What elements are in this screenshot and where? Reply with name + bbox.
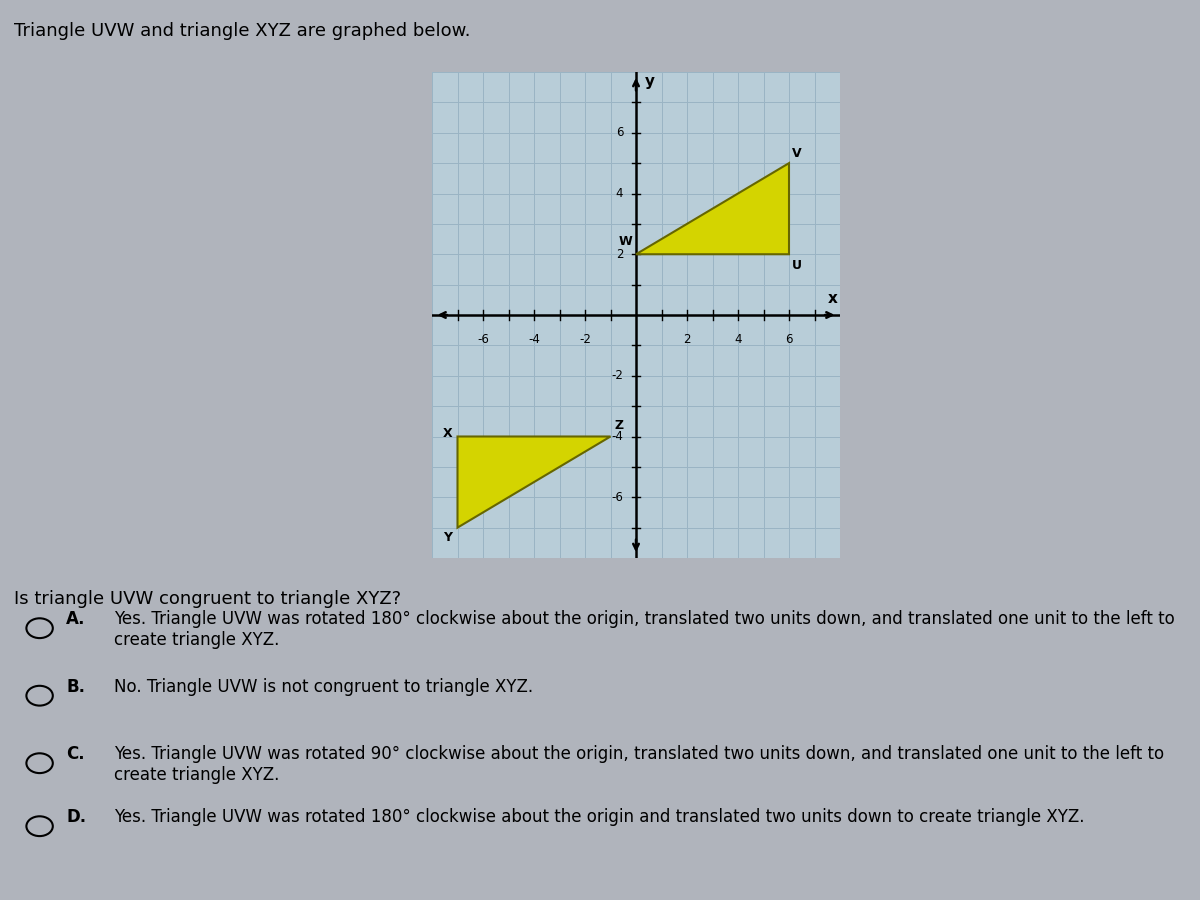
Text: Yes. Triangle UVW was rotated 180° clockwise about the origin and translated two: Yes. Triangle UVW was rotated 180° clock…	[114, 808, 1085, 826]
Text: X: X	[443, 427, 452, 440]
Text: No. Triangle UVW is not congruent to triangle XYZ.: No. Triangle UVW is not congruent to tri…	[114, 678, 533, 696]
Text: -2: -2	[580, 333, 590, 346]
Text: 6: 6	[616, 126, 623, 140]
Text: U: U	[792, 259, 802, 272]
Text: B.: B.	[66, 678, 85, 696]
Text: -4: -4	[528, 333, 540, 346]
Text: 4: 4	[616, 187, 623, 200]
Text: y: y	[646, 74, 655, 88]
Polygon shape	[636, 163, 790, 254]
Text: Z: Z	[614, 418, 624, 432]
Text: Yes. Triangle UVW was rotated 90° clockwise about the origin, translated two uni: Yes. Triangle UVW was rotated 90° clockw…	[114, 745, 1164, 784]
Text: C.: C.	[66, 745, 85, 763]
Text: 4: 4	[734, 333, 742, 346]
Text: V: V	[792, 147, 802, 160]
Text: 2: 2	[683, 333, 691, 346]
Text: A.: A.	[66, 610, 85, 628]
Text: Is triangle UVW congruent to triangle XYZ?: Is triangle UVW congruent to triangle XY…	[14, 590, 402, 608]
Polygon shape	[457, 436, 611, 527]
Text: -6: -6	[478, 333, 488, 346]
Text: -4: -4	[611, 430, 623, 443]
Text: 2: 2	[616, 248, 623, 261]
Text: -6: -6	[611, 491, 623, 504]
Text: -2: -2	[611, 369, 623, 382]
Text: Y: Y	[444, 531, 452, 544]
Text: 6: 6	[785, 333, 793, 346]
Text: Yes. Triangle UVW was rotated 180° clockwise about the origin, translated two un: Yes. Triangle UVW was rotated 180° clock…	[114, 610, 1175, 649]
Text: x: x	[828, 291, 838, 306]
Text: D.: D.	[66, 808, 86, 826]
Text: Triangle UVW and triangle XYZ are graphed below.: Triangle UVW and triangle XYZ are graphe…	[14, 22, 470, 40]
Text: W: W	[618, 235, 632, 248]
